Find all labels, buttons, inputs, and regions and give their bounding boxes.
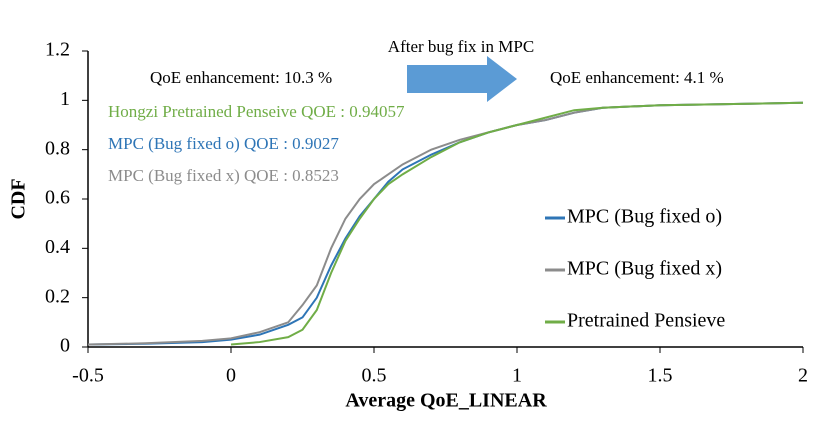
annotation: MPC (Bug fixed o) QOE : 0.9027 <box>108 134 339 153</box>
annotation: After bug fix in MPC <box>388 37 534 56</box>
y-tick-label: 1.2 <box>45 39 70 61</box>
y-tick-label: 1 <box>60 88 70 110</box>
y-tick-label: 0.4 <box>45 236 70 258</box>
arrow <box>407 56 517 102</box>
legend-label: Pretrained Pensieve <box>567 310 725 332</box>
y-tick-label: 0.8 <box>45 137 70 159</box>
x-tick-label: -0.5 <box>72 365 104 387</box>
series-line <box>87 101 804 346</box>
annotation: QoE enhancement: 10.3 % <box>150 68 332 87</box>
annotation: QoE enhancement: 4.1 % <box>550 68 724 87</box>
y-tick-label: 0.2 <box>45 285 70 307</box>
y-tick-label: 0.6 <box>45 187 70 209</box>
x-tick-label: 0 <box>226 365 236 387</box>
x-tick-label: 2 <box>798 365 808 387</box>
y-tick-label: 0 <box>60 335 70 357</box>
x-tick-label: 0.5 <box>362 365 387 387</box>
annotation: Hongzi Pretrained Penseive QOE : 0.94057 <box>108 102 405 121</box>
annotation: MPC (Bug fixed x) QOE : 0.8523 <box>108 166 339 185</box>
x-tick-label: 1 <box>512 365 522 387</box>
series-line <box>230 101 804 346</box>
y-axis-title: CDF <box>8 178 30 219</box>
x-axis-title: Average QoE_LINEAR <box>345 390 547 412</box>
legend-label: MPC (Bug fixed o) <box>567 206 722 228</box>
legend-label: MPC (Bug fixed x) <box>567 258 722 280</box>
x-tick-label: 1.5 <box>648 365 673 387</box>
